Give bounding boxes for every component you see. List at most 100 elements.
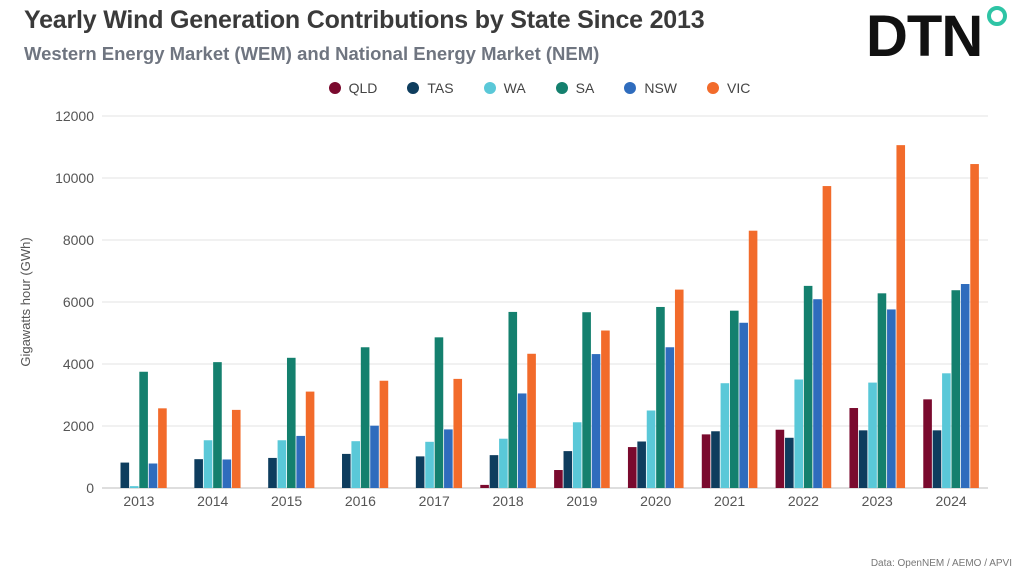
bar-qld-2023 [849, 408, 859, 488]
x-tick-label: 2024 [936, 493, 967, 509]
bar-nsw-2023 [887, 309, 896, 488]
bar-nsw-2020 [665, 347, 675, 488]
dtn-logo: DTN [866, 4, 1011, 60]
legend-label: WA [503, 80, 526, 96]
bar-wa-2019 [572, 422, 582, 488]
bar-nsw-2016 [370, 425, 379, 488]
bar-sa-2014 [213, 362, 222, 488]
bar-tas-2022 [785, 437, 794, 488]
bar-qld-2022 [775, 429, 785, 488]
bar-nsw-2017 [444, 429, 453, 488]
bar-sa-2021 [729, 310, 739, 488]
bar-tas-2013 [120, 462, 130, 488]
bar-sa-2015 [286, 357, 296, 488]
legend-swatch [328, 82, 341, 94]
bar-qld-2019 [554, 470, 563, 488]
chart-legend: QLD TAS WA SA NSW VIC [0, 78, 1024, 98]
legend-label: TAS [427, 80, 454, 96]
bar-vic-2014 [231, 409, 241, 488]
bar-nsw-2024 [960, 284, 970, 488]
bar-vic-2018 [527, 353, 536, 488]
y-tick-label: 12000 [55, 108, 94, 124]
bar-sa-2019 [582, 312, 591, 488]
x-tick-label: 2021 [714, 493, 745, 509]
x-tick-label: 2020 [640, 493, 671, 509]
bar-sa-2020 [656, 306, 665, 488]
bar-qld-2020 [627, 447, 637, 488]
legend-swatch [624, 82, 637, 94]
bar-tas-2016 [342, 453, 351, 488]
data-source-note: Data: OpenNEM / AEMO / APVI [870, 558, 1012, 569]
legend-label: QLD [348, 80, 378, 96]
legend-swatch [555, 82, 568, 94]
x-tick-label: 2016 [345, 493, 376, 509]
logo-dot-icon [987, 6, 1007, 26]
bar-nsw-2018 [517, 393, 527, 488]
y-tick-label: 6000 [63, 294, 94, 310]
legend-item-vic: VIC [707, 80, 750, 96]
bar-qld-2018 [480, 484, 489, 488]
bar-nsw-2015 [296, 435, 305, 488]
legend-item-tas: TAS [407, 80, 454, 96]
bar-vic-2023 [896, 145, 906, 488]
y-axis-label: Gigawatts hour (GWh) [18, 237, 33, 366]
bar-wa-2021 [720, 383, 730, 488]
y-tick-label: 2000 [63, 418, 94, 434]
bar-tas-2018 [489, 455, 499, 488]
bar-vic-2021 [748, 230, 758, 488]
bar-wa-2024 [942, 373, 951, 488]
bar-vic-2019 [601, 330, 610, 488]
bar-vic-2013 [158, 408, 167, 488]
y-tick-label: 8000 [63, 232, 94, 248]
bar-wa-2020 [646, 410, 656, 488]
bar-vic-2020 [674, 289, 684, 488]
bar-wa-2022 [794, 379, 804, 488]
bar-sa-2017 [434, 337, 444, 488]
chart-title: Yearly Wind Generation Contributions by … [24, 6, 705, 34]
x-tick-label: 2014 [197, 493, 228, 509]
chart-subtitle: Western Energy Market (WEM) and National… [24, 43, 600, 64]
dtn-logo-text: DTN [866, 4, 982, 60]
x-tick-label: 2015 [271, 493, 302, 509]
y-tick-label: 4000 [63, 356, 94, 372]
bar-sa-2023 [877, 293, 887, 488]
bar-wa-2014 [203, 440, 213, 488]
legend-label: NSW [644, 80, 678, 96]
legend-label: SA [575, 80, 595, 96]
legend-swatch [407, 82, 420, 94]
bar-vic-2015 [305, 391, 315, 488]
bar-nsw-2022 [813, 299, 822, 488]
legend-swatch [483, 82, 496, 94]
bar-sa-2013 [139, 371, 148, 488]
bar-vic-2022 [822, 186, 832, 488]
bar-nsw-2019 [591, 354, 601, 488]
bar-qld-2021 [701, 434, 711, 488]
y-tick-label: 10000 [55, 170, 94, 186]
bar-vic-2017 [453, 378, 463, 488]
legend-swatch [707, 82, 720, 94]
legend-item-nsw: NSW [624, 80, 677, 96]
bar-nsw-2013 [148, 463, 158, 488]
dtn-logo-graphic: DTN [866, 4, 1007, 60]
bar-wa-2017 [425, 441, 434, 488]
bar-tas-2019 [563, 451, 573, 488]
bar-qld-2024 [923, 399, 932, 488]
x-tick-label: 2017 [419, 493, 450, 509]
bar-wa-2013 [129, 486, 139, 488]
x-tick-label: 2022 [788, 493, 819, 509]
bar-tas-2017 [415, 456, 425, 488]
bar-wa-2023 [868, 382, 877, 488]
bar-sa-2022 [803, 285, 813, 488]
bar-wa-2015 [277, 440, 287, 488]
x-tick-label: 2019 [566, 493, 597, 509]
bar-sa-2016 [360, 347, 370, 488]
bar-sa-2018 [508, 311, 518, 488]
bar-tas-2024 [932, 430, 942, 488]
bar-tas-2021 [711, 431, 720, 488]
bar-nsw-2014 [222, 459, 232, 488]
x-tick-label: 2023 [862, 493, 893, 509]
bar-tas-2020 [637, 441, 646, 488]
legend-item-sa: SA [555, 80, 595, 96]
y-tick-label: 0 [86, 480, 94, 496]
